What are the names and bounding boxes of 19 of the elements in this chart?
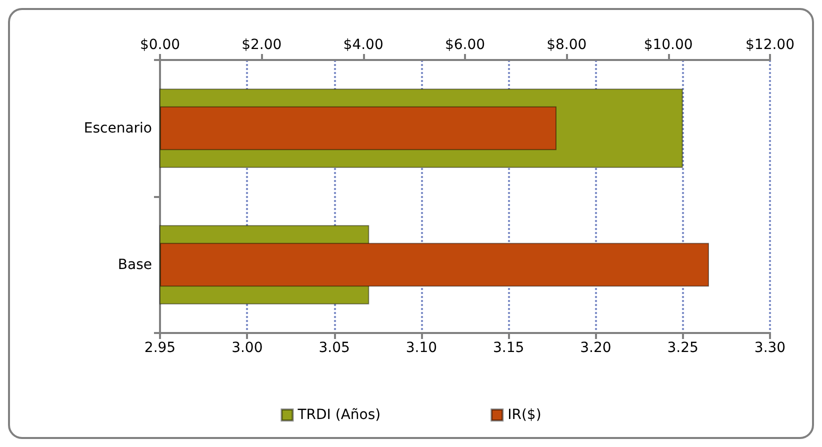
- x2-tick-label: $8.00: [546, 37, 587, 53]
- x2-tick-label: $2.00: [242, 37, 282, 53]
- x-tick-label: 3.15: [492, 340, 524, 356]
- x2-tick-label: $0.00: [140, 37, 180, 53]
- legend-label: IR($): [508, 407, 542, 423]
- x-tick-label: 3.30: [754, 340, 786, 356]
- x-tick-label: 3.00: [232, 340, 263, 356]
- x-tick-label: 3.05: [318, 340, 350, 356]
- x2-tick-label: $6.00: [444, 37, 486, 53]
- y-tick-label: Escenario: [84, 120, 152, 136]
- y-tick-label: Base: [118, 256, 152, 273]
- x-tick-label: 2.95: [144, 340, 176, 356]
- x-tick-label: 3.10: [406, 340, 438, 356]
- x2-tick-label: $4.00: [343, 37, 384, 53]
- x2-tick-label: $12.00: [746, 37, 794, 53]
- x2-tick-label: $10.00: [644, 37, 693, 53]
- x-tick-label: 3.25: [667, 340, 698, 356]
- legend-label: TRDI (Años): [296, 407, 381, 423]
- x-tick-label: 3.20: [580, 340, 612, 356]
